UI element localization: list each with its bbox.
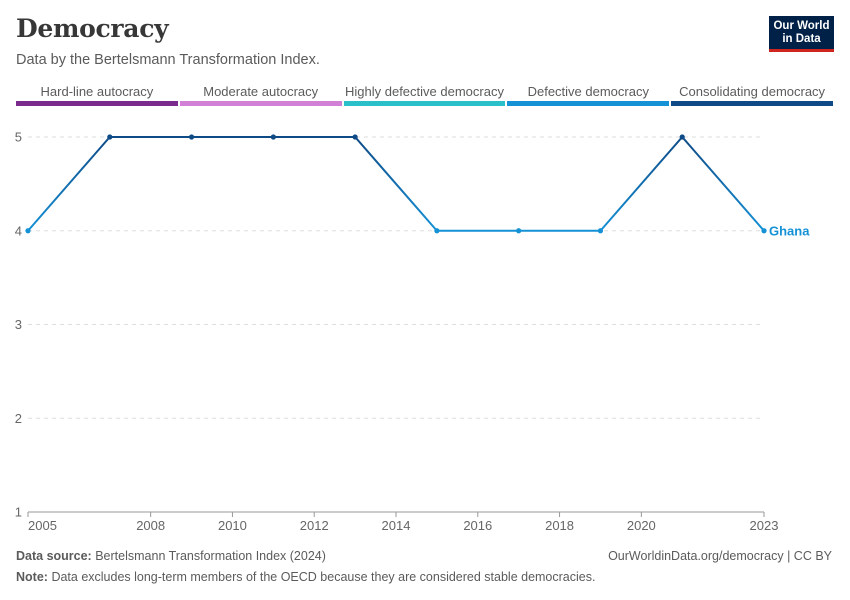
logo-line-1: Our World bbox=[773, 20, 830, 32]
x-tick-label: 2023 bbox=[750, 518, 779, 533]
chart-title: Democracy bbox=[16, 14, 169, 43]
legend-label: Consolidating democracy bbox=[679, 84, 826, 99]
data-point bbox=[188, 134, 195, 140]
note-label: Note: bbox=[16, 570, 48, 584]
x-tick-label: 2018 bbox=[545, 518, 574, 533]
data-point bbox=[597, 228, 604, 234]
legend-highly-defective-democracy[interactable]: Highly defective democracy bbox=[343, 82, 506, 106]
series-label-ghana: Ghana bbox=[769, 223, 810, 238]
footer-source: Data source: Bertelsmann Transformation … bbox=[16, 549, 326, 563]
series-segment bbox=[681, 136, 765, 232]
source-label: Data source: bbox=[16, 549, 92, 563]
y-tick-label: 1 bbox=[15, 505, 22, 520]
chart-subtitle: Data by the Bertelsmann Transformation I… bbox=[16, 52, 320, 68]
legend-color-bar bbox=[671, 101, 833, 106]
x-tick-label: 2010 bbox=[218, 518, 247, 533]
legend-label: Highly defective democracy bbox=[345, 84, 504, 99]
data-point bbox=[434, 228, 440, 234]
x-tick-label: 2012 bbox=[300, 518, 329, 533]
y-tick-label: 4 bbox=[15, 223, 22, 238]
x-tick-label: 2014 bbox=[382, 518, 411, 533]
x-tick-label: 2016 bbox=[463, 518, 492, 533]
series-segment bbox=[599, 136, 684, 232]
legend-label: Moderate autocracy bbox=[203, 84, 319, 99]
logo-line-2: in Data bbox=[782, 32, 821, 45]
footer-link[interactable]: OurWorldinData.org/democracy | CC BY bbox=[608, 549, 832, 563]
legend-hard-line-autocracy[interactable]: Hard-line autocracy bbox=[16, 82, 178, 106]
x-tick-label: 2020 bbox=[627, 518, 656, 533]
x-tick-label: 2005 bbox=[28, 518, 57, 533]
data-point bbox=[25, 228, 31, 234]
footer-note: Note: Data excludes long-term members of… bbox=[16, 570, 595, 584]
x-tick-label: 2008 bbox=[136, 518, 165, 533]
series-segment bbox=[27, 136, 111, 232]
data-point bbox=[679, 134, 685, 140]
data-point bbox=[270, 134, 276, 140]
y-tick-label: 5 bbox=[15, 130, 22, 145]
legend-color-bar bbox=[179, 101, 342, 106]
legend-label: Defective democracy bbox=[527, 84, 649, 99]
data-point bbox=[107, 134, 113, 140]
note-text: Data excludes long-term members of the O… bbox=[51, 570, 596, 584]
legend-color-bar bbox=[343, 101, 506, 106]
data-point bbox=[516, 228, 522, 234]
legend-label: Hard-line autocracy bbox=[40, 84, 154, 99]
data-point bbox=[761, 228, 767, 234]
category-legend: Hard-line autocracy Moderate autocracy H… bbox=[16, 82, 833, 106]
legend-color-bar bbox=[16, 101, 178, 106]
owid-logo[interactable]: Our World in Data bbox=[769, 16, 834, 52]
legend-consolidating-democracy[interactable]: Consolidating democracy bbox=[671, 82, 833, 106]
legend-moderate-autocracy[interactable]: Moderate autocracy bbox=[179, 82, 342, 106]
series-segment bbox=[354, 136, 438, 232]
data-point bbox=[352, 134, 358, 140]
legend-color-bar bbox=[507, 101, 670, 106]
y-tick-label: 3 bbox=[15, 317, 22, 332]
legend-defective-democracy[interactable]: Defective democracy bbox=[507, 82, 670, 106]
y-tick-label: 2 bbox=[15, 411, 22, 426]
source-text[interactable]: Bertelsmann Transformation Index (2024) bbox=[95, 549, 326, 563]
